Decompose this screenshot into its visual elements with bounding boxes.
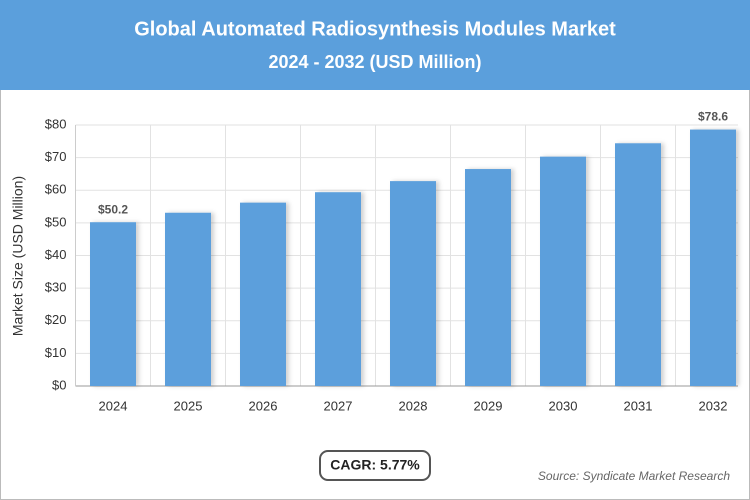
bar — [390, 181, 436, 386]
bar — [315, 192, 361, 386]
y-axis-label: Market Size (USD Million) — [10, 176, 26, 336]
y-tick-label: $10 — [45, 345, 67, 360]
x-tick-label: 2024 — [99, 398, 128, 413]
source: Source: Syndicate Market Research — [538, 469, 730, 483]
bar — [540, 156, 586, 386]
y-tick-label: $20 — [45, 312, 67, 327]
bar — [690, 129, 736, 386]
bar — [615, 143, 661, 386]
cagr-annotation: CAGR: 5.77% — [330, 457, 420, 473]
bar — [240, 202, 286, 386]
y-tick-label: $80 — [45, 116, 67, 131]
y-tick-label: $40 — [45, 247, 67, 262]
bar — [165, 212, 211, 386]
x-tick-label: 2030 — [549, 398, 578, 413]
header — [0, 0, 750, 90]
y-tick-label: $50 — [45, 214, 67, 229]
chart-title: Global Automated Radiosynthesis Modules … — [134, 18, 616, 40]
chart-subtitle: 2024 - 2032 (USD Million) — [268, 52, 481, 72]
y-tick-label: $0 — [52, 377, 66, 392]
x-tick-label: 2027 — [324, 398, 353, 413]
x-tick-label: 2032 — [699, 398, 728, 413]
x-tick-label: 2029 — [474, 398, 503, 413]
y-tick-label: $60 — [45, 182, 67, 197]
bar — [465, 169, 511, 386]
bar — [90, 222, 136, 386]
value-label: $50.2 — [98, 202, 128, 216]
cagr-box — [319, 450, 431, 481]
y-tick-label: $70 — [45, 149, 67, 164]
x-tick-label: 2025 — [174, 398, 203, 413]
value-label: $78.6 — [698, 110, 728, 124]
x-tick-label: 2028 — [399, 398, 428, 413]
x-tick-label: 2026 — [249, 398, 278, 413]
x-tick-label: 2031 — [624, 398, 653, 413]
y-tick-label: $30 — [45, 280, 67, 295]
